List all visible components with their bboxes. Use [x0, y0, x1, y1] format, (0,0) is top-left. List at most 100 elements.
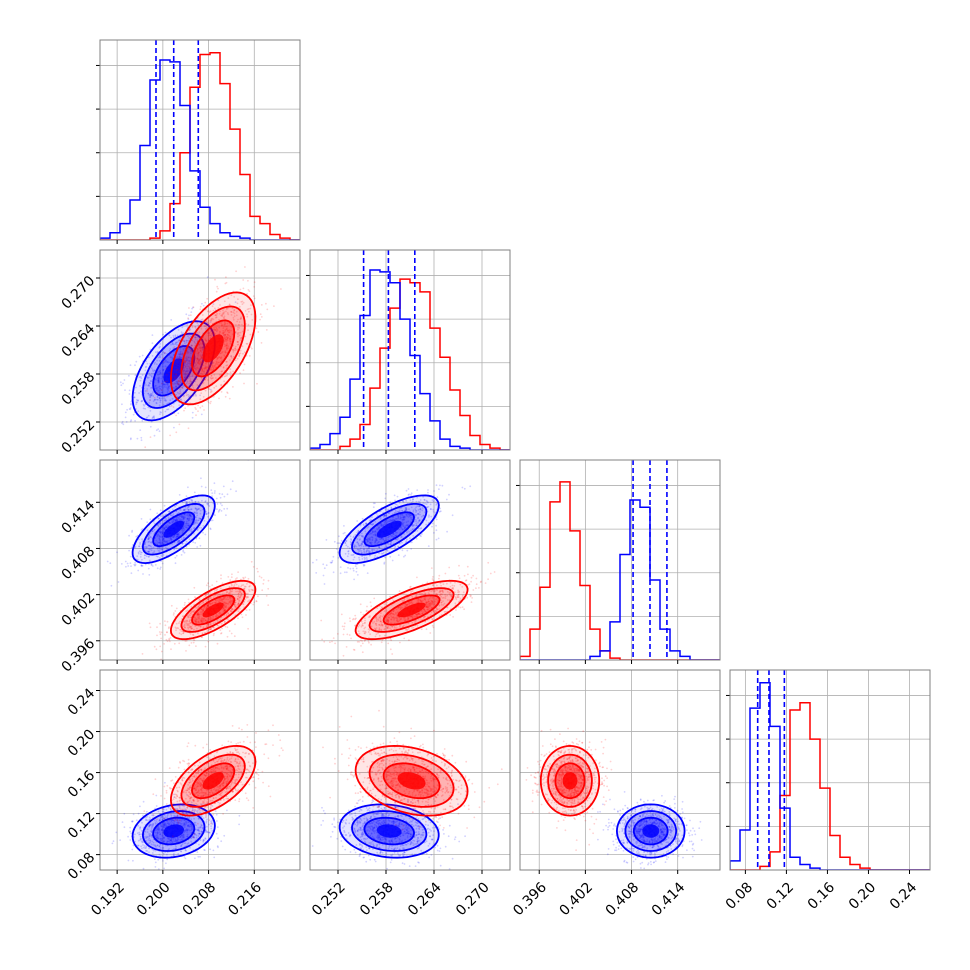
sample-point — [204, 339, 207, 342]
sample-point — [190, 375, 193, 378]
sample-point — [205, 363, 207, 365]
sample-point — [135, 386, 137, 389]
sample-point — [383, 562, 386, 565]
sample-point — [189, 622, 191, 625]
sample-point — [223, 325, 225, 328]
sample-point — [134, 364, 136, 367]
sample-point — [240, 336, 243, 339]
sample-point — [210, 375, 213, 377]
sample-point — [209, 603, 212, 605]
sample-point — [432, 626, 435, 629]
sample-point — [176, 356, 179, 358]
sample-point — [141, 565, 143, 567]
sample-point — [144, 545, 147, 548]
sample-point — [215, 316, 217, 319]
sample-point — [203, 632, 206, 634]
sample-point — [190, 605, 193, 608]
sample-point — [161, 536, 164, 539]
sample-point — [258, 575, 261, 578]
sample-point — [208, 367, 211, 369]
sample-point — [178, 383, 181, 385]
sample-point — [161, 535, 164, 538]
sample-point — [223, 597, 226, 599]
sample-point — [148, 544, 151, 547]
sample-point — [161, 562, 164, 565]
sample-point — [232, 317, 235, 319]
sample-point — [197, 611, 200, 614]
sample-point — [239, 591, 242, 594]
sample-point — [236, 320, 239, 323]
sample-point — [162, 404, 165, 406]
sample-point — [179, 398, 182, 401]
sample-point — [214, 601, 216, 604]
sample-point — [398, 542, 401, 545]
sample-point — [403, 555, 405, 558]
sample-point — [157, 390, 160, 393]
sample-point — [201, 369, 204, 372]
sample-point — [122, 382, 124, 385]
sample-point — [225, 606, 227, 609]
sample-point — [201, 508, 204, 511]
sample-point — [148, 399, 151, 402]
sample-point — [207, 379, 209, 381]
sample-point — [393, 519, 396, 522]
sample-point — [163, 361, 166, 364]
sample-point — [166, 547, 168, 550]
sample-point — [457, 574, 460, 577]
sample-point — [197, 500, 200, 503]
sample-point — [371, 516, 373, 519]
sample-point — [141, 400, 143, 402]
sample-point — [200, 356, 203, 359]
sample-point — [227, 612, 230, 614]
sample-point — [208, 585, 211, 588]
sample-point — [218, 356, 221, 358]
sample-point — [401, 528, 404, 530]
sample-point — [172, 520, 175, 523]
sample-point — [151, 417, 154, 420]
sample-point — [226, 337, 229, 340]
sample-point — [221, 598, 223, 600]
sample-point — [223, 621, 226, 623]
sample-point — [385, 514, 388, 516]
sample-point — [184, 366, 187, 368]
sample-point — [389, 501, 392, 504]
sample-point — [136, 401, 139, 404]
sample-point — [195, 606, 197, 609]
sample-point — [239, 595, 242, 597]
sample-point — [243, 587, 245, 590]
sample-point — [204, 608, 207, 610]
sample-point — [188, 395, 191, 398]
sample-point — [159, 345, 161, 348]
sample-point — [179, 628, 181, 631]
sample-point — [419, 508, 422, 510]
sample-point — [397, 514, 399, 517]
sample-point — [239, 339, 242, 342]
sample-point — [129, 408, 132, 411]
sample-point — [176, 344, 178, 346]
sample-point — [363, 559, 366, 561]
sample-point — [238, 327, 241, 329]
sample-point — [161, 548, 164, 551]
sample-point — [141, 558, 143, 561]
sample-point — [148, 574, 151, 576]
sample-point — [209, 603, 212, 606]
sample-point — [197, 606, 200, 608]
sample-point — [159, 370, 162, 372]
sample-point — [160, 389, 163, 391]
sample-point — [212, 318, 215, 321]
sample-point — [177, 380, 180, 383]
sample-point — [138, 538, 140, 541]
sample-point — [379, 516, 382, 519]
sample-point — [202, 609, 205, 612]
sample-point — [367, 526, 370, 528]
sample-point — [174, 562, 177, 565]
sample-point — [192, 611, 195, 614]
sample-point — [187, 506, 189, 509]
sample-point — [178, 642, 181, 645]
sample-point — [376, 542, 379, 545]
sample-point — [196, 627, 198, 630]
sample-point — [170, 537, 172, 540]
sample-point — [130, 572, 133, 575]
sample-point — [351, 554, 354, 556]
sample-point — [202, 525, 205, 527]
